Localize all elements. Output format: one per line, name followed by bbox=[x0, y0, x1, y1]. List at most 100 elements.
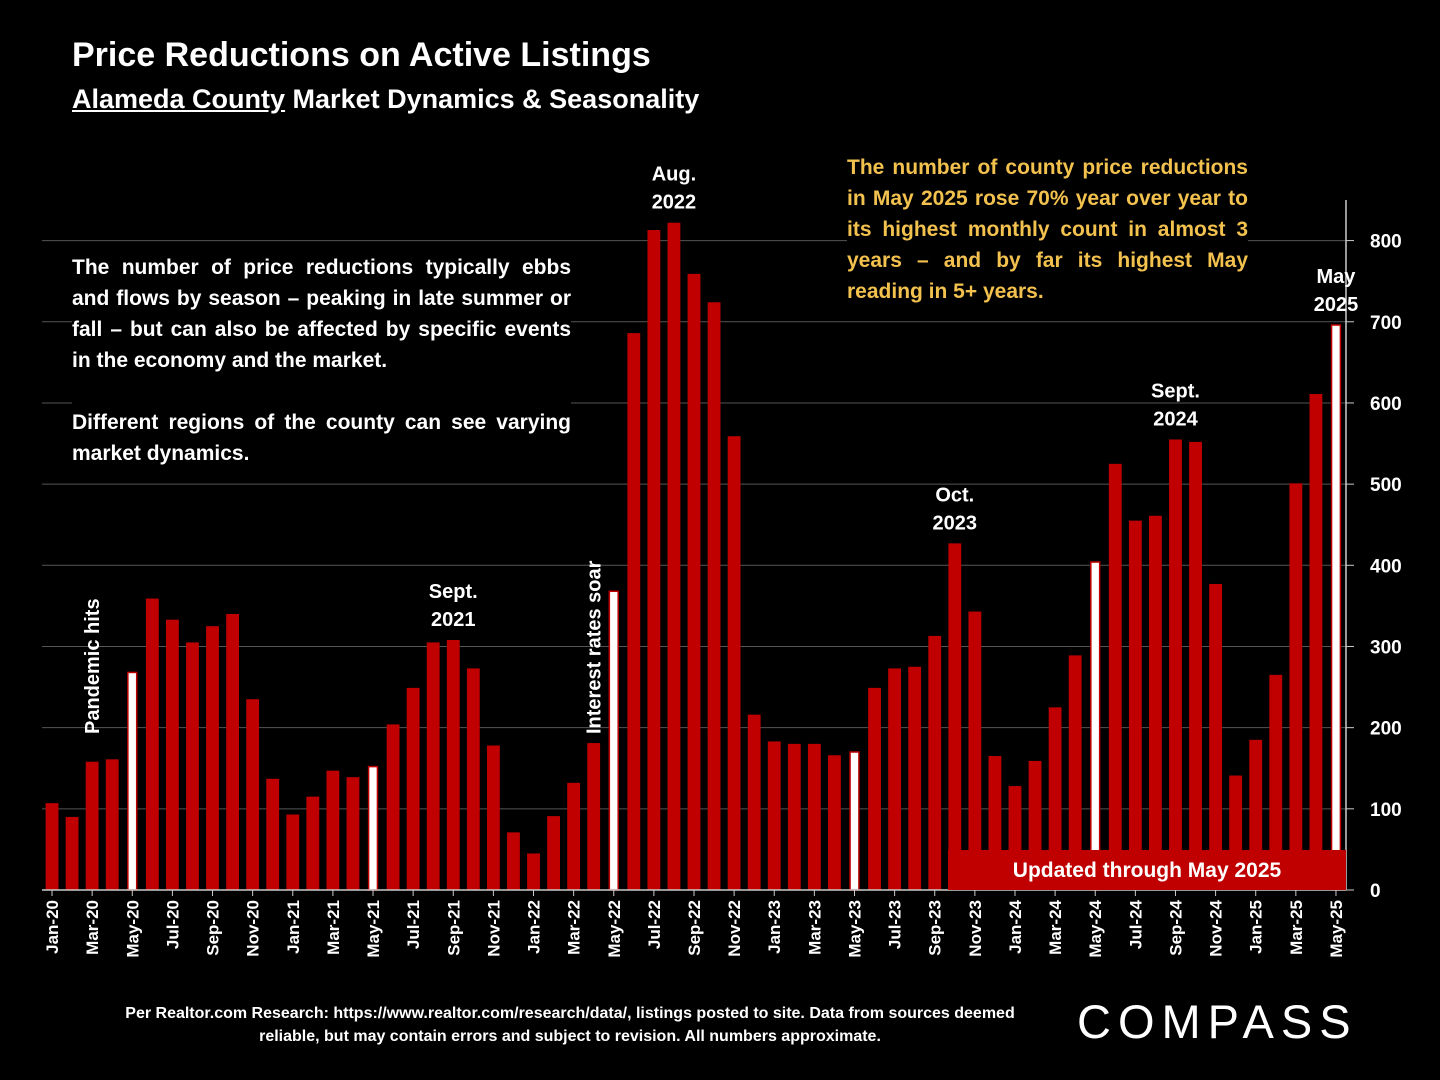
x-tick-label: Nov-21 bbox=[484, 900, 503, 957]
bar bbox=[608, 590, 619, 891]
bar bbox=[787, 743, 801, 890]
annotation-label: Oct. bbox=[935, 484, 974, 506]
x-tick-label: May-23 bbox=[845, 900, 864, 958]
bar bbox=[527, 853, 540, 890]
bar bbox=[367, 765, 379, 891]
bar bbox=[828, 755, 841, 890]
bar bbox=[507, 832, 520, 890]
x-tick-label: Nov-24 bbox=[1207, 899, 1226, 956]
bar bbox=[727, 436, 741, 890]
bar bbox=[1048, 707, 1062, 890]
annotation-label: 2022 bbox=[652, 192, 697, 214]
x-tick-label: Mar-23 bbox=[805, 900, 824, 955]
bar bbox=[908, 666, 922, 890]
x-tick-label: Sep-23 bbox=[926, 900, 945, 956]
x-tick-label: Jan-24 bbox=[1006, 899, 1025, 953]
bar bbox=[127, 671, 138, 891]
bar bbox=[1108, 463, 1122, 890]
subtitle-rest: Market Dynamics & Seasonality bbox=[285, 84, 700, 114]
x-tick-label: Jul-23 bbox=[886, 900, 905, 949]
left-note-p2: Different regions of the county can see … bbox=[72, 411, 571, 465]
annotation-label: 2025 bbox=[1314, 294, 1359, 316]
bar bbox=[1189, 441, 1202, 890]
x-tick-label: Mar-25 bbox=[1287, 900, 1306, 955]
annotation-label: Sept. bbox=[1151, 380, 1200, 402]
bar bbox=[587, 743, 601, 890]
bar bbox=[1289, 483, 1303, 890]
bar bbox=[426, 642, 440, 890]
annotation-label: May bbox=[1317, 266, 1357, 288]
x-tick-label: Jan-21 bbox=[284, 900, 303, 954]
annotation-label: 2024 bbox=[1153, 408, 1198, 430]
bar bbox=[286, 814, 300, 890]
x-tick-label: Jan-22 bbox=[525, 900, 544, 954]
x-tick-label: Jan-23 bbox=[765, 900, 784, 954]
x-tick-label: Jul-21 bbox=[404, 900, 423, 949]
bar bbox=[767, 741, 781, 890]
bar bbox=[466, 668, 480, 890]
bar bbox=[85, 761, 99, 890]
compass-logo: COMPASS bbox=[1077, 995, 1358, 1048]
bar bbox=[206, 626, 219, 890]
right-note: The number of county price reductions in… bbox=[847, 152, 1248, 307]
left-note: The number of price reductions typically… bbox=[72, 252, 571, 469]
x-tick-label: Mar-21 bbox=[324, 900, 343, 955]
bar bbox=[1209, 583, 1223, 890]
y-tick-label: 200 bbox=[1370, 719, 1402, 740]
bar bbox=[226, 614, 240, 890]
bar bbox=[627, 333, 641, 891]
chart-subtitle: Alameda County Market Dynamics & Seasona… bbox=[72, 84, 699, 115]
bar bbox=[446, 639, 460, 890]
x-tick-label: May-20 bbox=[123, 900, 142, 958]
bar bbox=[968, 611, 982, 890]
bar bbox=[386, 724, 400, 890]
x-tick-label: Nov-20 bbox=[244, 900, 263, 957]
x-tick-label: Sep-22 bbox=[685, 900, 704, 956]
bar bbox=[1128, 520, 1142, 890]
bar bbox=[1269, 674, 1283, 890]
source-note: Per Realtor.com Research: https://www.re… bbox=[125, 1005, 1015, 1045]
bar bbox=[266, 778, 280, 890]
bar bbox=[567, 782, 581, 890]
annotation-label: Aug. bbox=[652, 164, 696, 186]
x-tick-label: Sep-21 bbox=[444, 900, 463, 956]
bar bbox=[1309, 394, 1323, 890]
left-note-p1: The number of price reductions typically… bbox=[72, 256, 571, 372]
bar bbox=[948, 543, 962, 890]
annotation-label: Sept. bbox=[429, 581, 478, 603]
bar bbox=[165, 619, 179, 890]
x-tick-label: Mar-22 bbox=[565, 900, 584, 955]
bar bbox=[849, 751, 860, 891]
y-tick-label: 100 bbox=[1370, 800, 1402, 821]
bar bbox=[306, 796, 320, 890]
bar bbox=[888, 668, 902, 890]
y-tick-label: 800 bbox=[1370, 232, 1402, 253]
annotation-label: Interest rates soar bbox=[584, 560, 606, 734]
bar bbox=[547, 816, 560, 890]
annotation-label: 2021 bbox=[431, 609, 476, 631]
x-tick-label: Sep-20 bbox=[204, 900, 223, 956]
bar bbox=[1068, 655, 1082, 890]
update-banner bbox=[948, 850, 1346, 890]
bar bbox=[1169, 439, 1182, 890]
bar bbox=[246, 699, 260, 890]
bar bbox=[667, 222, 681, 890]
annotation-label: 2023 bbox=[933, 512, 978, 534]
bar bbox=[45, 803, 59, 890]
bar bbox=[687, 273, 701, 890]
bar bbox=[145, 598, 159, 890]
bar bbox=[1090, 561, 1101, 891]
x-tick-label: May-25 bbox=[1327, 900, 1346, 958]
bar bbox=[868, 687, 881, 890]
x-tick-label: May-22 bbox=[605, 900, 624, 958]
x-tick-label: Mar-20 bbox=[83, 900, 102, 955]
bar bbox=[747, 714, 761, 890]
x-tick-label: May-24 bbox=[1086, 899, 1105, 957]
y-tick-label: 400 bbox=[1370, 556, 1402, 577]
bar bbox=[406, 687, 420, 890]
x-tick-label: Sep-24 bbox=[1166, 899, 1185, 955]
x-tick-label: Nov-22 bbox=[725, 900, 744, 957]
x-tick-label: Jan-25 bbox=[1247, 900, 1266, 954]
subtitle-county: Alameda County bbox=[72, 84, 286, 114]
